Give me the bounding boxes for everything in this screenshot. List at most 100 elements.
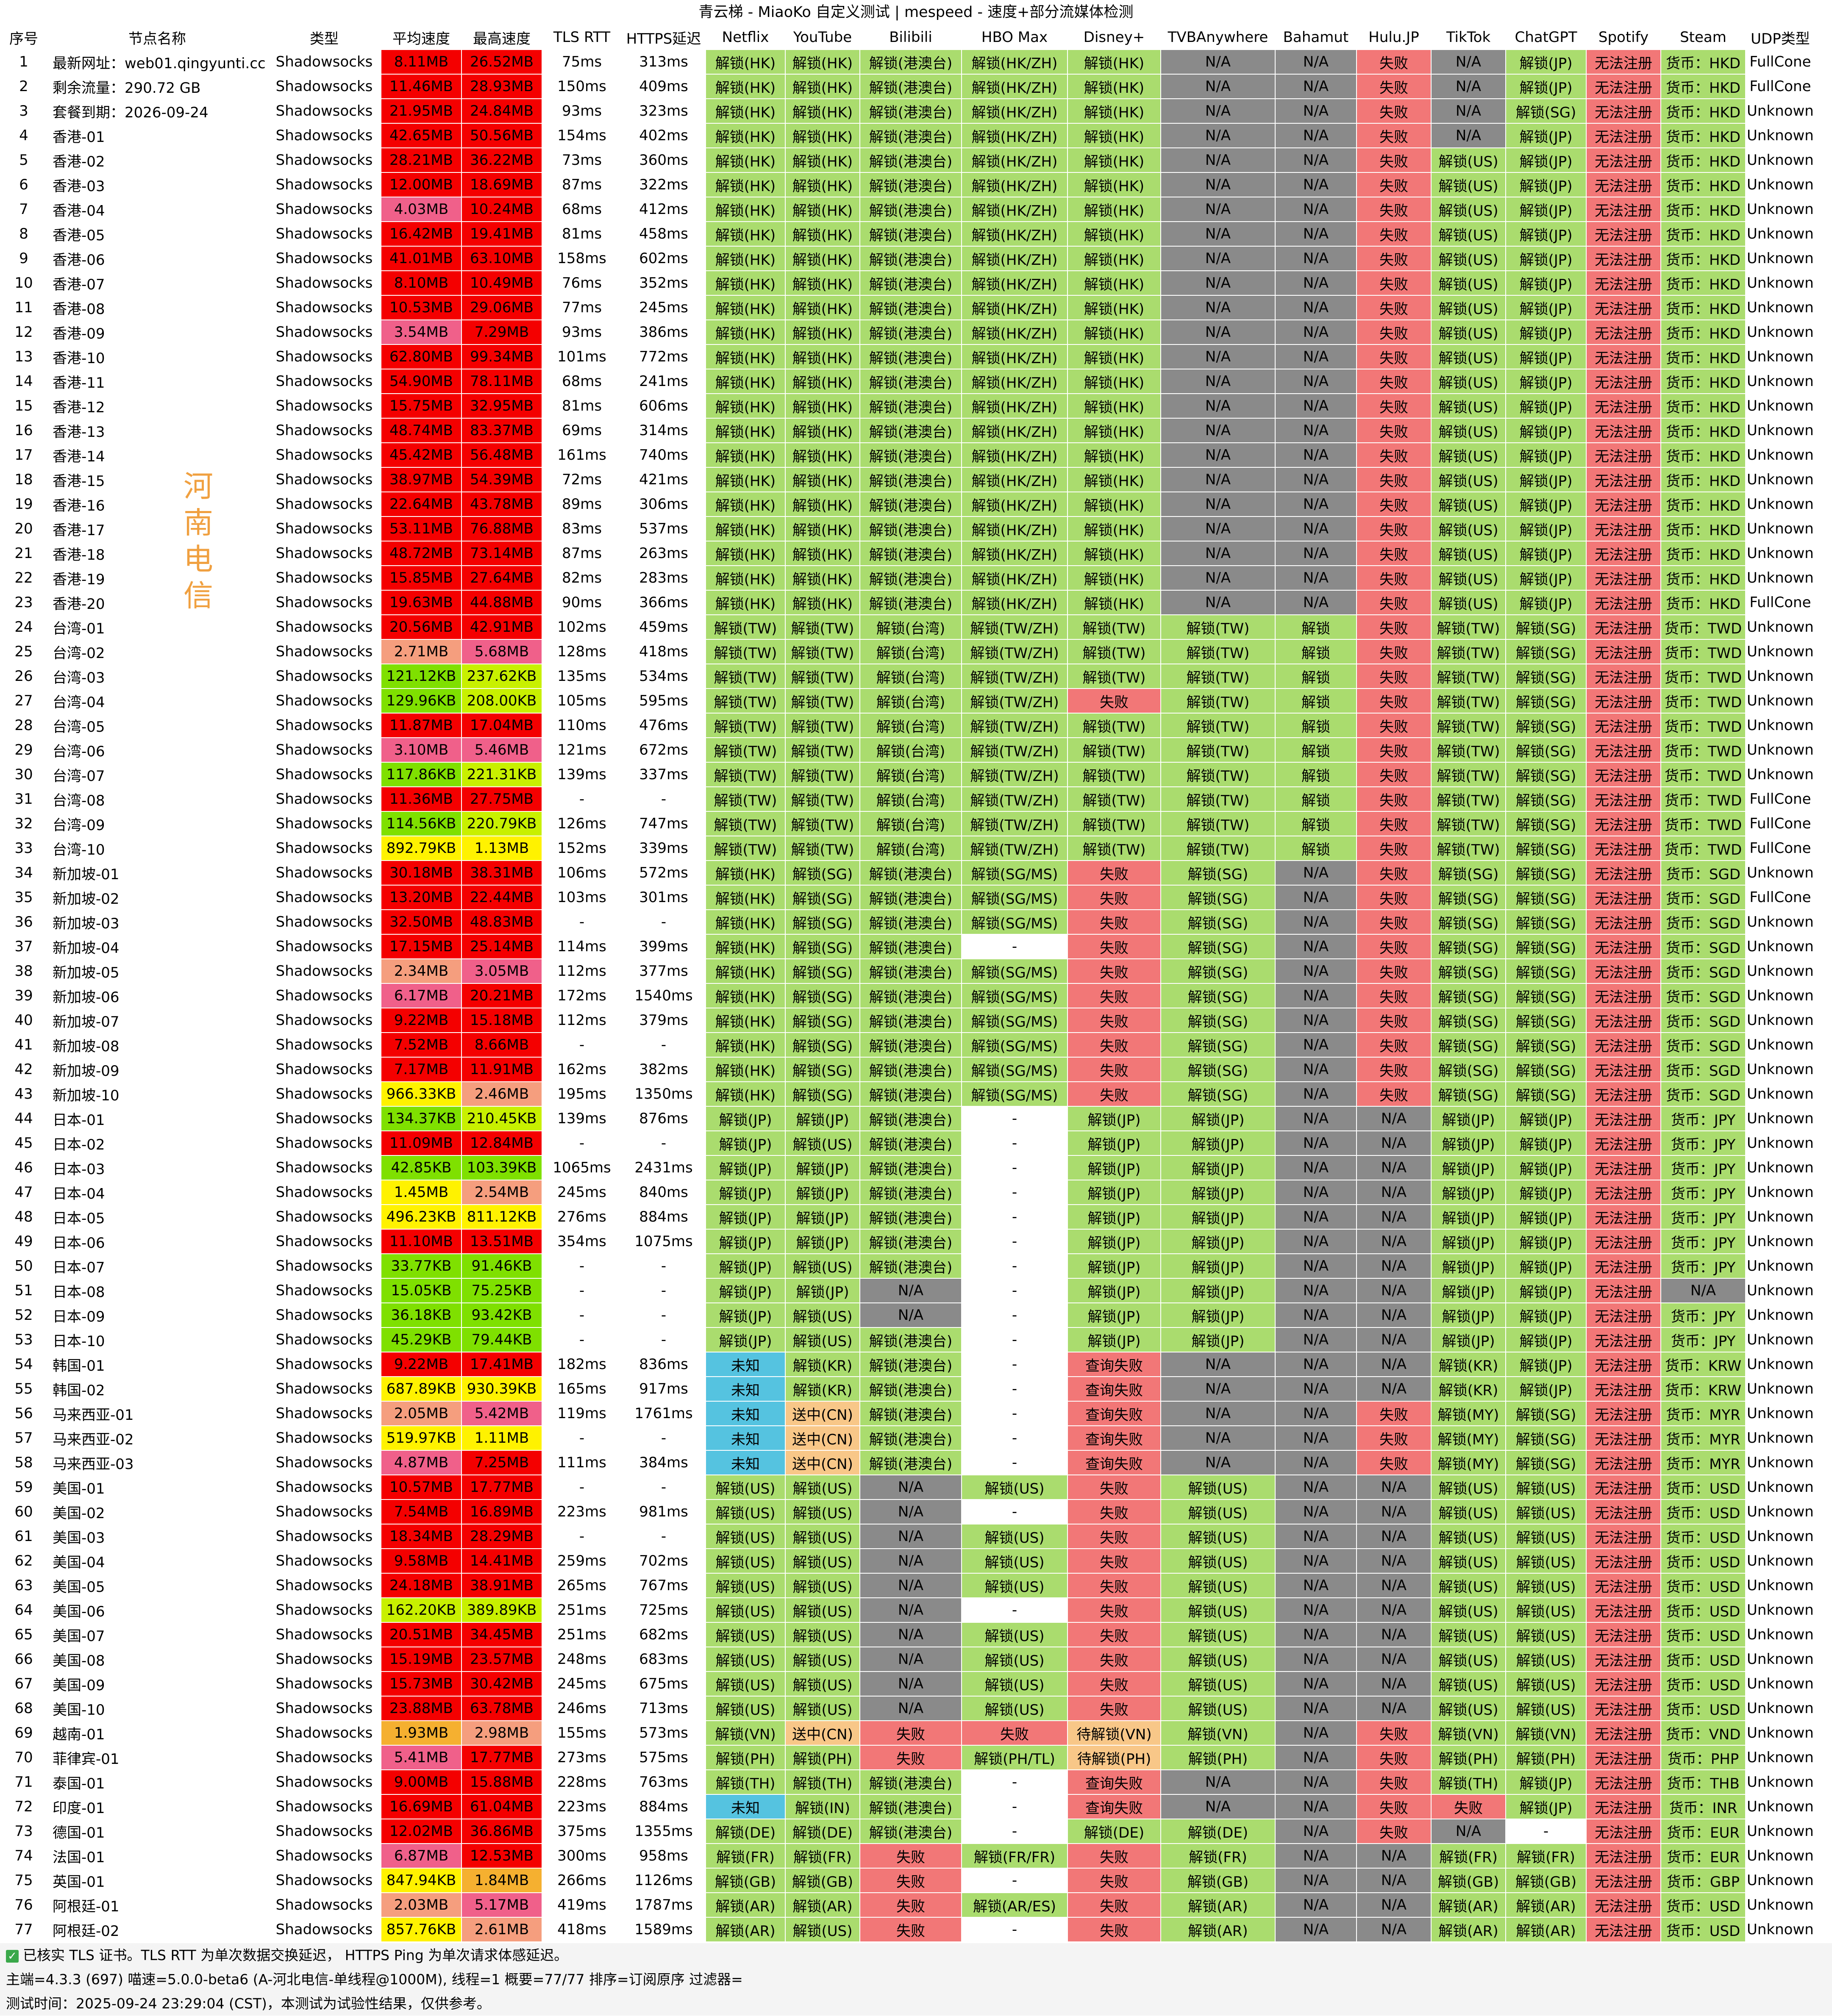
cell-bahamut: N/A (1275, 1548, 1357, 1574)
cell-udp-type: Unknown (1745, 983, 1815, 1008)
cell-bahamut: N/A (1275, 1524, 1357, 1549)
cell-bilibili: N/A (859, 1696, 962, 1721)
cell-steam: 货币：HKD (1660, 418, 1746, 443)
column-header: 平均速度 (381, 25, 462, 50)
cell-https-delay: 323ms (621, 98, 706, 124)
cell-max-speed: 10.49MB (461, 270, 542, 296)
cell-youtube: 解锁(TW) (785, 811, 860, 836)
cell-https-delay: 884ms (621, 1204, 706, 1230)
cell-https-delay: 763ms (621, 1769, 706, 1795)
cell-udp-type: Unknown (1745, 1008, 1815, 1033)
cell-https-delay: 767ms (621, 1573, 706, 1598)
cell-avg-speed: 496.23KB (381, 1204, 462, 1230)
cell-netflix: 解锁(JP) (705, 1327, 786, 1352)
cell-hbo-max: 解锁(US) (961, 1524, 1068, 1549)
cell-avg-speed: 9.58MB (381, 1548, 462, 1574)
cell-https-delay: - (621, 1327, 706, 1352)
cell-https-delay: 412ms (621, 197, 706, 222)
cell-node-name: 韩国-01 (47, 1352, 268, 1377)
cell-netflix: 未知 (705, 1450, 786, 1475)
cell-tls-rtt: 76ms (542, 270, 622, 296)
cell-netflix: 解锁(HK) (705, 516, 786, 541)
cell-tvbanywhere: N/A (1160, 492, 1276, 517)
cell-spotify: 无法注册 (1586, 221, 1661, 247)
cell-max-speed: 7.25MB (461, 1450, 542, 1475)
cell-hulu-jp: 失败 (1356, 639, 1432, 664)
cell-max-speed: 23.57MB (461, 1647, 542, 1672)
cell-udp-type: Unknown (1745, 197, 1815, 222)
cell-tiktok: 解锁(US) (1431, 221, 1506, 247)
cell-type: Shadowsocks (267, 934, 381, 959)
results-table: 序号 节点名称 类型 平均速度 最高速度 TLS RTT HTTPS延迟 Netflix You… (0, 25, 1815, 1942)
cell-youtube: 解锁(US) (785, 1548, 860, 1574)
cell-bahamut: N/A (1275, 1302, 1357, 1328)
cell-index: 77 (0, 1917, 47, 1942)
cell-https-delay: 476ms (621, 713, 706, 738)
column-header: TVBAnywhere (1160, 25, 1276, 50)
cell-youtube: 解锁(HK) (785, 516, 860, 541)
cell-max-speed: 15.88MB (461, 1769, 542, 1795)
cell-avg-speed: 117.86KB (381, 762, 462, 787)
cell-https-delay: - (621, 1253, 706, 1279)
cell-udp-type: Unknown (1745, 737, 1815, 763)
cell-bilibili: 解锁(港澳台) (859, 1794, 962, 1819)
cell-youtube: 解锁(HK) (785, 123, 860, 148)
cell-tvbanywhere: 解锁(JP) (1160, 1327, 1276, 1352)
cell-bahamut: 解锁 (1275, 811, 1357, 836)
cell-max-speed: 38.31MB (461, 860, 542, 886)
cell-hulu-jp: N/A (1356, 1327, 1432, 1352)
cell-index: 16 (0, 418, 47, 443)
cell-node-name: 日本-03 (47, 1155, 268, 1180)
cell-type: Shadowsocks (267, 393, 381, 419)
cell-max-speed: 22.44MB (461, 885, 542, 910)
cell-tls-rtt: 418ms (542, 1917, 622, 1942)
cell-netflix: 解锁(HK) (705, 98, 786, 124)
cell-tls-rtt: - (542, 1475, 622, 1500)
cell-index: 20 (0, 516, 47, 541)
table-row: 2 剩余流量：290.72 GB Shadowsocks 11.46MB 28.93MB… (0, 74, 1815, 99)
cell-bilibili: 解锁(港澳台) (859, 1204, 962, 1230)
table-row: 62 美国-04 Shadowsocks 9.58MB 14.41MB 259ms 702m… (0, 1548, 1815, 1574)
cell-type: Shadowsocks (267, 1057, 381, 1082)
cell-steam: 货币：JPY (1660, 1180, 1746, 1205)
cell-youtube: 解锁(HK) (785, 221, 860, 247)
table-row: 60 美国-02 Shadowsocks 7.54MB 16.89MB 223ms 981m… (0, 1499, 1815, 1524)
cell-youtube: 解锁(PH) (785, 1745, 860, 1770)
cell-chatgpt: 解锁(SG) (1505, 836, 1587, 861)
cell-bahamut: N/A (1275, 1597, 1357, 1623)
cell-avg-speed: 20.51MB (381, 1622, 462, 1647)
cell-tvbanywhere: N/A (1160, 74, 1276, 99)
cell-youtube: 解锁(HK) (785, 369, 860, 394)
cell-hbo-max: 解锁(SG/MS) (961, 958, 1068, 984)
cell-tls-rtt: 276ms (542, 1204, 622, 1230)
cell-disney-plus: 解锁(HK) (1067, 418, 1161, 443)
cell-avg-speed: 13.20MB (381, 885, 462, 910)
cell-https-delay: 306ms (621, 492, 706, 517)
cell-tiktok: 解锁(US) (1431, 270, 1506, 296)
cell-bilibili: 解锁(港澳台) (859, 319, 962, 345)
cell-chatgpt: 解锁(JP) (1505, 246, 1587, 271)
cell-bilibili: 解锁(港澳台) (859, 172, 962, 197)
cell-tls-rtt: 83ms (542, 516, 622, 541)
cell-avg-speed: 5.41MB (381, 1745, 462, 1770)
cell-hulu-jp: N/A (1356, 1376, 1432, 1402)
cell-type: Shadowsocks (267, 1450, 381, 1475)
cell-netflix: 解锁(US) (705, 1597, 786, 1623)
column-header: 类型 (267, 25, 381, 50)
cell-udp-type: Unknown (1745, 1671, 1815, 1697)
cell-hulu-jp: 失败 (1356, 860, 1432, 886)
cell-tiktok: 解锁(US) (1431, 492, 1506, 517)
cell-hulu-jp: 失败 (1356, 369, 1432, 394)
cell-max-speed: 25.14MB (461, 934, 542, 959)
cell-hulu-jp: N/A (1356, 1622, 1432, 1647)
cell-youtube: 解锁(GB) (785, 1868, 860, 1893)
cell-youtube: 解锁(TW) (785, 664, 860, 689)
cell-tiktok: 解锁(US) (1431, 1524, 1506, 1549)
cell-index: 7 (0, 197, 47, 222)
cell-spotify: 无法注册 (1586, 1819, 1661, 1844)
cell-youtube: 解锁(US) (785, 1696, 860, 1721)
cell-chatgpt: 解锁(JP) (1505, 1376, 1587, 1402)
cell-udp-type: Unknown (1745, 221, 1815, 247)
cell-chatgpt: 解锁(SG) (1505, 934, 1587, 959)
table-row: 28 台湾-05 Shadowsocks 11.87MB 17.04MB 110ms 476… (0, 713, 1815, 738)
